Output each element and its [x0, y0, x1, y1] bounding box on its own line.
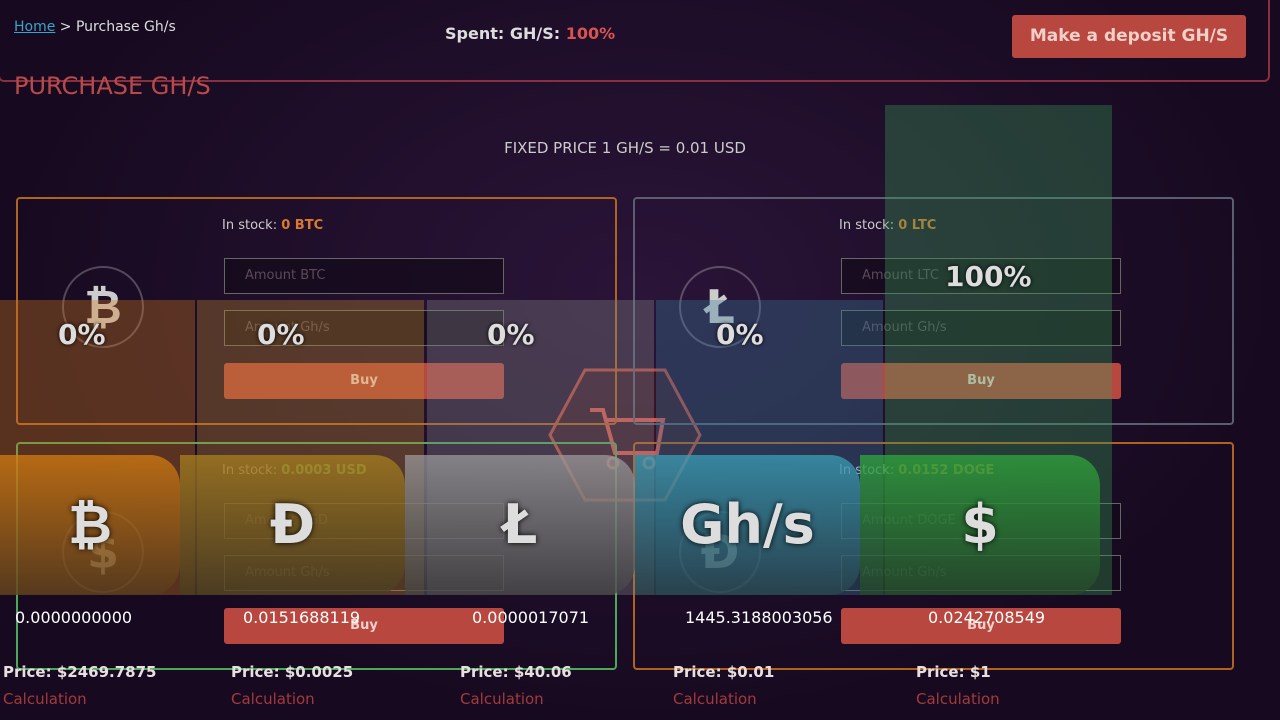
- tube-icon: Gh/s: [680, 493, 815, 556]
- buy-button[interactable]: Buy: [841, 363, 1121, 399]
- coin-balance: 0.0000000000: [15, 608, 133, 627]
- coin-balance: 0.0151688119: [243, 608, 361, 627]
- price-value: $2469.7875: [56, 663, 157, 681]
- coin-price: Price: $2469.7875: [3, 663, 156, 681]
- coin-tube: [180, 455, 405, 595]
- coin-tube: [405, 455, 635, 595]
- stock: In stock: 0 LTC: [839, 218, 936, 233]
- tube-icon: Ł: [502, 493, 538, 556]
- coin-price: Price: $1: [916, 663, 991, 681]
- header-box: [0, 0, 1270, 82]
- spent-value: 100%: [565, 24, 616, 43]
- amount-input[interactable]: Amount BTC: [224, 258, 504, 294]
- deposit-button[interactable]: Make a deposit GH/S: [1012, 15, 1246, 58]
- coin-icon: Ł: [679, 266, 761, 348]
- stock: In stock: 0 BTC: [222, 218, 323, 233]
- coin-tube: [635, 455, 860, 595]
- ghs-input[interactable]: Amount Gh/s: [224, 310, 504, 346]
- stock-value: 0 BTC: [281, 218, 324, 233]
- price-label: Price:: [3, 663, 52, 681]
- coin-tube: [0, 455, 180, 595]
- page-title: PURCHASE GH/S: [14, 72, 211, 100]
- stock-value: 0 LTC: [898, 218, 937, 233]
- spent: Spent: GH/S: 100%: [445, 24, 615, 43]
- price-value: $1: [969, 663, 991, 681]
- fixed-price: FIXED PRICE 1 GH/S = 0.01 USD: [504, 139, 746, 157]
- buy-button[interactable]: Buy: [841, 608, 1121, 644]
- coin-tube: [860, 455, 1100, 595]
- stock-label: In stock:: [839, 218, 895, 233]
- calculation-toggle[interactable]: Calculation: [460, 690, 544, 708]
- price-value: $0.0025: [284, 663, 354, 681]
- price-label: Price:: [916, 663, 965, 681]
- calculation-toggle[interactable]: Calculation: [231, 690, 315, 708]
- amount-input[interactable]: Amount LTC: [841, 258, 1121, 294]
- price-label: Price:: [460, 663, 509, 681]
- coin-balance: 0.0242708549: [928, 608, 1046, 627]
- tube-icon: $: [961, 493, 999, 556]
- progress-percent: 0%: [487, 318, 535, 351]
- purchase-panel: [16, 197, 617, 425]
- coin-balance: 0.0000017071: [472, 608, 590, 627]
- tube-icon: Đ: [269, 493, 316, 556]
- coin-balance: 1445.3188003056: [685, 608, 833, 627]
- breadcrumb-current: Purchase Gh/s: [75, 19, 176, 35]
- coin-price: Price: $0.0025: [231, 663, 353, 681]
- tube-icon: ₿: [67, 493, 112, 556]
- buy-button[interactable]: Buy: [224, 363, 504, 399]
- calculation-toggle[interactable]: Calculation: [673, 690, 757, 708]
- coin-price: Price: $0.01: [673, 663, 774, 681]
- breadcrumb-separator: >: [59, 19, 72, 35]
- progress-percent: 0%: [58, 318, 106, 351]
- buy-button[interactable]: Buy: [224, 608, 504, 644]
- breadcrumb: Home > Purchase Gh/s: [14, 19, 176, 35]
- home-link[interactable]: Home: [14, 19, 56, 35]
- price-label: Price:: [673, 663, 722, 681]
- coin-icon: ₿: [62, 266, 144, 348]
- progress-percent: 0%: [716, 318, 764, 351]
- stock-label: In stock:: [222, 218, 278, 233]
- price-value: $0.01: [726, 663, 775, 681]
- progress-percent: 100%: [945, 260, 1032, 293]
- price-value: $40.06: [513, 663, 572, 681]
- spent-label: Spent: GH/S:: [445, 24, 561, 43]
- ghs-input[interactable]: Amount Gh/s: [841, 310, 1121, 346]
- coin-price: Price: $40.06: [460, 663, 572, 681]
- progress-percent: 0%: [257, 318, 305, 351]
- calculation-toggle[interactable]: Calculation: [3, 690, 87, 708]
- purchase-panel: [633, 197, 1234, 425]
- calculation-toggle[interactable]: Calculation: [916, 690, 1000, 708]
- price-label: Price:: [231, 663, 280, 681]
